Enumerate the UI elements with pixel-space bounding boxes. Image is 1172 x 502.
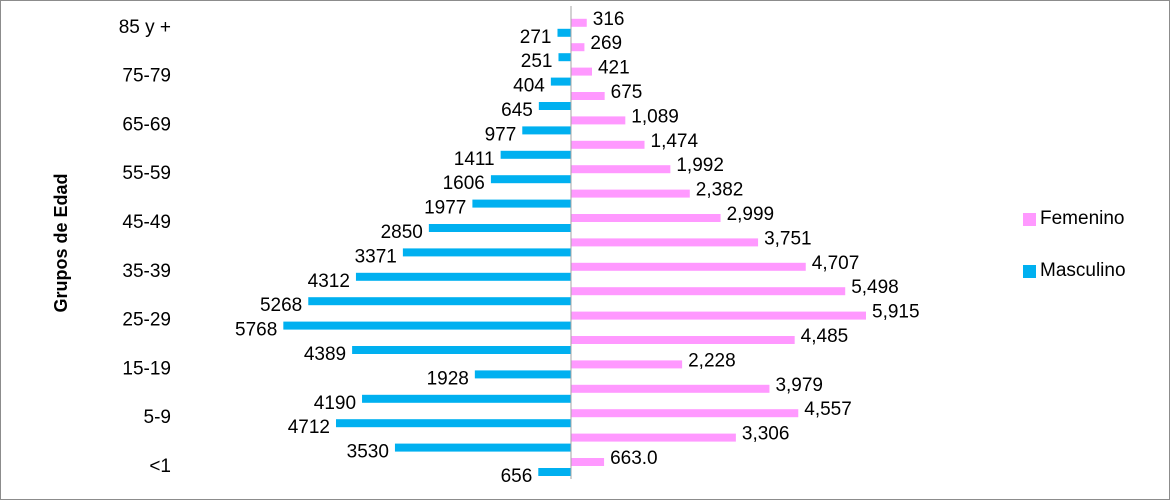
legend-label-masculino: Masculino: [1040, 260, 1126, 281]
bar-femenino-70-74: [571, 92, 605, 100]
data-label-masculino-25-29: 5768: [235, 320, 277, 341]
bar-masculino-60-64: [500, 150, 571, 159]
category-ticks-layer: <1 5-9 15-19 25-29 35-39 45-49 55-59 65-69 75-79…: [119, 17, 171, 477]
bar-femenino-80-84: [571, 43, 585, 52]
data-label-masculino-50-54: 1977: [424, 198, 466, 219]
data-label-femenino-65-69: 1,089: [631, 106, 679, 127]
bar-femenino-55-59: [571, 165, 671, 174]
bar-masculino-35-39: [355, 272, 571, 281]
data-label-femenino-75-79: 421: [598, 58, 630, 79]
bar-femenino-5-9: [571, 409, 799, 418]
bar-femenino-65-69: [571, 116, 626, 125]
bar-femenino-25-29: [571, 311, 866, 320]
data-label-masculino-65-69: 977: [485, 124, 517, 145]
data-label-femenino-1-4: 3,306: [742, 424, 790, 445]
bar-masculino-75-79: [550, 77, 571, 86]
bar-femenino-<1: [571, 458, 605, 466]
tick-label-45-49: 45-49: [122, 212, 171, 233]
tick-label-<1: <1: [149, 456, 171, 477]
data-label-masculino-<1: 656: [501, 466, 533, 487]
tick-label-25-29: 25-29: [122, 310, 171, 331]
bar-femenino-40-44: [571, 238, 759, 247]
bar-masculino-25-29: [283, 321, 571, 330]
bar-femenino-1-4: [571, 433, 736, 442]
bar-masculino-85 y +: [557, 28, 571, 37]
data-label-femenino-85 y +: 316: [593, 9, 625, 30]
data-label-femenino-60-64: 1,474: [651, 131, 699, 152]
legend: Femenino Masculino: [1023, 208, 1126, 281]
bar-femenino-10-14: [571, 384, 770, 393]
data-label-femenino-35-39: 4,707: [812, 253, 860, 274]
bar-masculino-15-19: [474, 370, 571, 379]
bar-masculino-45-49: [428, 224, 571, 232]
data-label-masculino-15-19: 1928: [427, 368, 469, 389]
data-label-masculino-30-34: 5268: [260, 295, 302, 316]
data-label-femenino-30-34: 5,498: [851, 277, 899, 298]
data-label-masculino-70-74: 645: [501, 100, 533, 121]
bars-layer: [283, 18, 866, 476]
tick-label-75-79: 75-79: [122, 66, 171, 87]
bar-masculino-30-34: [308, 297, 571, 306]
data-label-masculino-85 y +: 271: [520, 27, 552, 48]
data-label-masculino-60-64: 1411: [454, 149, 495, 170]
data-label-masculino-20-24: 4389: [304, 344, 346, 365]
data-label-masculino-1-4: 3530: [347, 442, 389, 463]
tick-label-55-59: 55-59: [122, 163, 171, 184]
bar-femenino-60-64: [571, 140, 645, 149]
tick-label-85 y +: 85 y +: [119, 17, 171, 38]
legend-swatch-masculino: [1023, 265, 1036, 278]
data-label-femenino-70-74: 675: [611, 82, 643, 103]
data-label-femenino-15-19: 2,228: [688, 350, 736, 371]
data-labels-layer: 663.0 656 3,306 3530 4,557 4712 3,979 4190 2,228…: [235, 9, 919, 487]
bar-femenino-45-49: [571, 214, 721, 222]
y-axis-title: Grupos de Edad: [51, 173, 71, 312]
data-label-femenino-80-84: 269: [590, 33, 622, 54]
data-label-masculino-5-9: 4712: [288, 417, 330, 438]
data-label-masculino-45-49: 2850: [381, 222, 423, 243]
data-label-femenino-50-54: 2,382: [696, 180, 744, 201]
bar-masculino-1-4: [394, 443, 571, 452]
data-label-femenino-20-24: 4,485: [801, 326, 849, 347]
bar-masculino-65-69: [522, 126, 571, 135]
bar-femenino-35-39: [571, 262, 806, 271]
data-label-femenino-55-59: 1,992: [676, 155, 724, 176]
bar-masculino-20-24: [352, 346, 571, 354]
bar-femenino-15-19: [571, 360, 683, 369]
data-label-femenino-40-44: 3,751: [764, 228, 812, 249]
tick-label-65-69: 65-69: [122, 114, 171, 135]
data-label-masculino-35-39: 4312: [308, 271, 350, 292]
data-label-femenino-10-14: 3,979: [775, 375, 823, 396]
bar-femenino-20-24: [571, 336, 795, 344]
tick-label-35-39: 35-39: [122, 261, 171, 282]
bar-femenino-30-34: [571, 287, 846, 296]
data-label-masculino-75-79: 404: [513, 76, 545, 97]
bar-masculino-70-74: [538, 102, 571, 110]
data-label-femenino-<1: 663.0: [610, 448, 658, 469]
bar-femenino-50-54: [571, 189, 690, 198]
data-label-femenino-5-9: 4,557: [804, 399, 852, 420]
data-label-femenino-25-29: 5,915: [872, 302, 920, 323]
bar-femenino-85 y +: [571, 18, 587, 27]
bar-masculino-50-54: [472, 199, 571, 208]
data-label-masculino-40-44: 3371: [355, 246, 397, 267]
bar-masculino-55-59: [490, 175, 571, 184]
data-label-masculino-55-59: 1606: [443, 173, 485, 194]
bar-masculino-10-14: [362, 394, 571, 403]
bar-masculino-<1: [538, 468, 571, 476]
tick-label-15-19: 15-19: [122, 358, 171, 379]
bar-femenino-75-79: [571, 67, 592, 76]
tick-label-5-9: 5-9: [144, 407, 171, 428]
legend-swatch-femenino: [1023, 213, 1036, 226]
bar-masculino-40-44: [402, 248, 571, 257]
bar-masculino-80-84: [558, 53, 571, 62]
legend-label-femenino: Femenino: [1040, 208, 1125, 229]
data-label-masculino-80-84: 251: [521, 51, 553, 72]
bar-masculino-5-9: [335, 419, 571, 428]
data-label-masculino-10-14: 4190: [314, 393, 356, 414]
data-label-femenino-45-49: 2,999: [727, 204, 775, 225]
